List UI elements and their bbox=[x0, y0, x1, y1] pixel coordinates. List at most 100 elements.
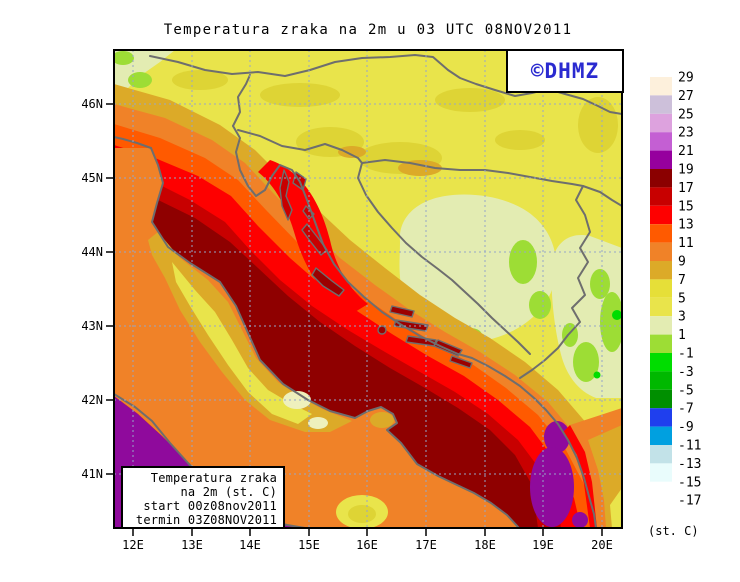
legend-label: 27 bbox=[678, 89, 694, 104]
map-frame bbox=[113, 49, 623, 529]
legend-swatch bbox=[650, 279, 672, 298]
info-line-level-unit: na 2m (st. C) bbox=[180, 485, 277, 499]
lat-label: 46N bbox=[81, 97, 103, 111]
lon-label: 19E bbox=[532, 538, 554, 552]
legend-swatch bbox=[650, 445, 672, 464]
lon-axis-labels: 12E 13E 14E 15E 16E 17E 18E 19E 20E bbox=[122, 538, 613, 552]
legend-swatch bbox=[650, 408, 672, 427]
green-patch bbox=[128, 72, 152, 88]
legend-tick-labels: 29 27 25 23 21 19 17 15 13 11 9 7 5 3 1 … bbox=[678, 71, 701, 509]
albania-yellow bbox=[610, 488, 622, 528]
border-italy-slovenia bbox=[232, 74, 251, 127]
gold-patch bbox=[338, 146, 366, 158]
temperature-legend: 29 27 25 23 21 19 17 15 13 11 9 7 5 3 1 … bbox=[648, 71, 701, 539]
legend-swatch bbox=[650, 481, 672, 501]
lon-label: 13E bbox=[181, 538, 203, 552]
legend-swatch bbox=[650, 426, 672, 445]
info-line-variable: Temperatura zraka bbox=[151, 471, 277, 485]
legend-swatch bbox=[650, 77, 672, 96]
green-patches-east bbox=[562, 269, 622, 382]
italy-land bbox=[114, 148, 519, 528]
cool-patch-bosnia bbox=[399, 194, 557, 343]
legend-swatch bbox=[650, 371, 672, 390]
run-info-box-frame bbox=[121, 466, 285, 529]
italy-cold-spot bbox=[283, 391, 311, 409]
lat-label: 43N bbox=[81, 319, 103, 333]
lon-label: 14E bbox=[239, 538, 261, 552]
legend-label: 21 bbox=[678, 144, 694, 159]
legend-swatches bbox=[650, 77, 672, 501]
sea-purple-south-adriatic bbox=[572, 512, 588, 528]
legend-swatch bbox=[650, 95, 672, 114]
legend-unit-label: (st. C) bbox=[648, 524, 699, 538]
legend-swatch bbox=[650, 353, 672, 372]
border-branch-east bbox=[582, 185, 622, 207]
legend-label: -9 bbox=[678, 420, 694, 435]
legend-label: 23 bbox=[678, 126, 694, 141]
map-title: Temperatura zraka na 2m u 03 UTC 08NOV20… bbox=[164, 22, 573, 38]
border-bosnia-east bbox=[361, 159, 591, 379]
info-line-termin: termin 03Z08NOV2011 bbox=[136, 513, 277, 527]
dhmz-badge: ©DHMZ bbox=[506, 49, 624, 93]
italy-cold-spot bbox=[308, 417, 328, 429]
legend-label: -17 bbox=[678, 494, 701, 509]
legend-swatch bbox=[650, 389, 672, 409]
axis-ticks bbox=[106, 103, 603, 536]
run-info-box: Temperatura zraka na 2m (st. C) start 00… bbox=[121, 466, 285, 529]
lon-label: 16E bbox=[356, 538, 378, 552]
sea-purple-south-adriatic bbox=[544, 421, 570, 453]
legend-label: 7 bbox=[678, 273, 686, 288]
green-patch bbox=[114, 51, 134, 65]
lat-label: 41N bbox=[81, 467, 103, 481]
border-slovenia-croatia bbox=[237, 129, 363, 164]
legend-swatch bbox=[650, 150, 672, 169]
lat-label: 42N bbox=[81, 393, 103, 407]
legend-label: -3 bbox=[678, 365, 694, 380]
legend-label: -15 bbox=[678, 475, 701, 490]
legend-label: 29 bbox=[678, 71, 694, 86]
cold-spot bbox=[593, 371, 601, 379]
coast-croatia bbox=[232, 125, 597, 528]
legend-label: -13 bbox=[678, 457, 701, 472]
info-line-start: start 00z08nov2011 bbox=[143, 499, 277, 513]
legend-label: 19 bbox=[678, 163, 694, 178]
legend-label: 17 bbox=[678, 181, 694, 196]
lat-label: 44N bbox=[81, 245, 103, 259]
legend-swatch bbox=[650, 187, 672, 206]
italy-yellow-south-core bbox=[348, 505, 376, 523]
gargano-gold bbox=[370, 412, 394, 428]
legend-swatch bbox=[650, 316, 672, 335]
sea-purple-south-adriatic bbox=[530, 447, 574, 527]
lat-axis-labels: 46N 45N 44N 43N 42N 41N bbox=[81, 97, 103, 481]
legend-swatch bbox=[650, 169, 672, 188]
legend-label: 9 bbox=[678, 255, 686, 270]
lon-label: 17E bbox=[415, 538, 437, 552]
lon-label: 20E bbox=[591, 538, 613, 552]
gold-patch bbox=[398, 160, 442, 176]
lon-label: 15E bbox=[298, 538, 320, 552]
legend-swatch bbox=[650, 297, 672, 317]
legend-swatch bbox=[650, 242, 672, 261]
legend-label: 11 bbox=[678, 236, 694, 251]
coast-venice-west bbox=[114, 136, 152, 149]
lon-label: 18E bbox=[474, 538, 496, 552]
montenegro-coast-red-sliver bbox=[563, 425, 597, 528]
map-art bbox=[114, 50, 622, 528]
italy-gold-interior bbox=[148, 232, 352, 432]
legend-swatch bbox=[650, 224, 672, 243]
legend-label: -1 bbox=[678, 347, 694, 362]
coast-italy-east bbox=[150, 147, 520, 528]
legend-swatch bbox=[650, 261, 672, 280]
dhmz-badge-box bbox=[506, 49, 624, 93]
lat-label: 45N bbox=[81, 171, 103, 185]
legend-label: 13 bbox=[678, 218, 694, 233]
lon-label: 12E bbox=[122, 538, 144, 552]
legend-label: -7 bbox=[678, 402, 694, 417]
legend-swatch bbox=[650, 463, 672, 482]
dhmz-copyright-label: ©DHMZ bbox=[531, 59, 599, 83]
legend-label: 5 bbox=[678, 291, 686, 306]
legend-label: 1 bbox=[678, 328, 686, 343]
cold-spot bbox=[612, 310, 622, 320]
